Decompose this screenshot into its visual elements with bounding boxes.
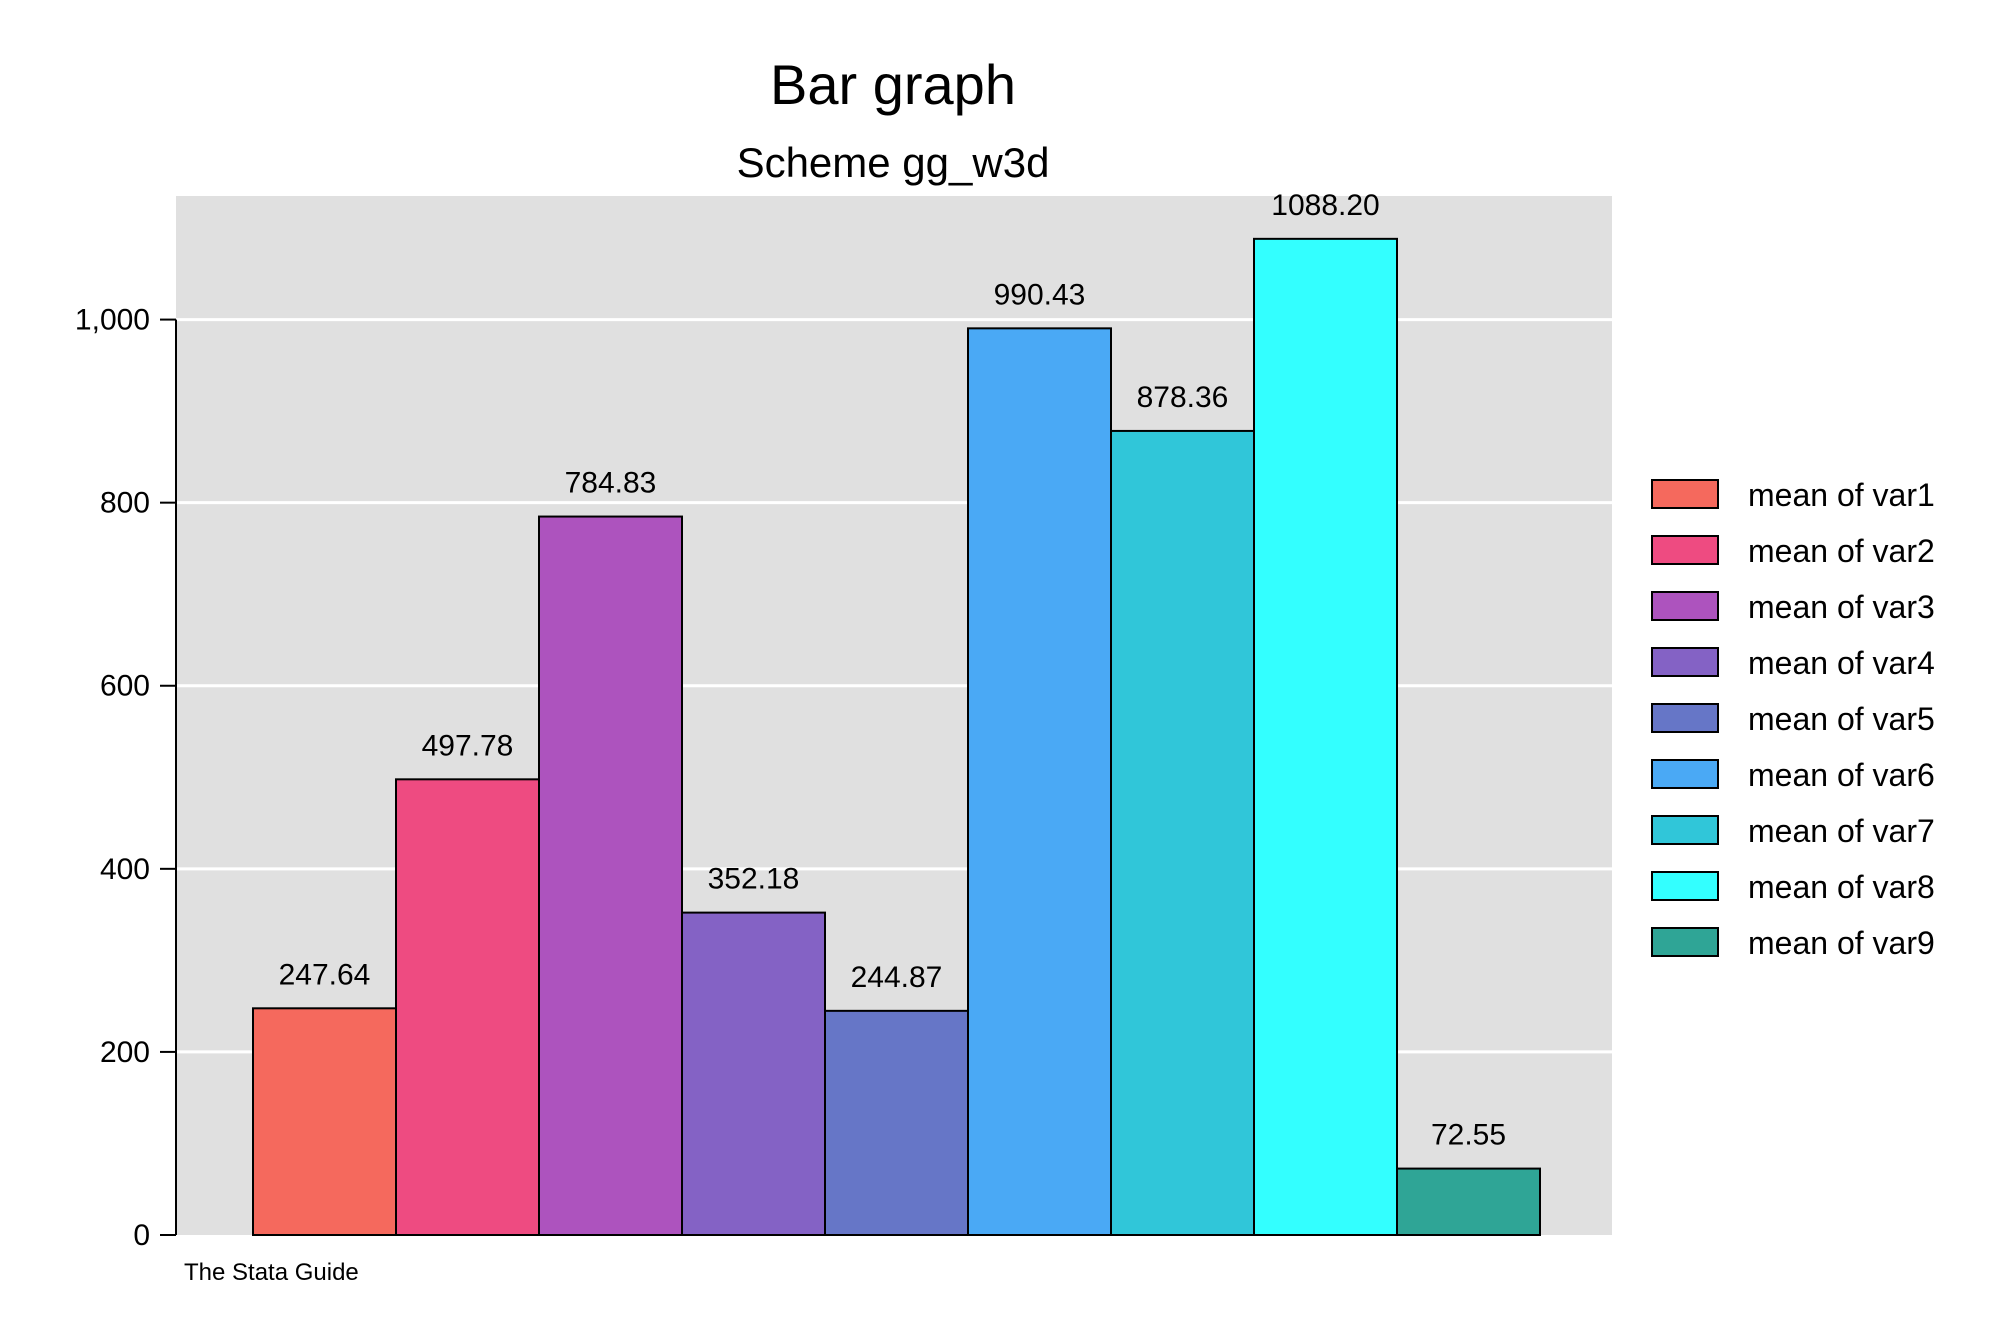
chart-note: The Stata Guide bbox=[184, 1259, 359, 1286]
legend-label: mean of var6 bbox=[1748, 757, 1935, 793]
legend-swatch bbox=[1651, 479, 1719, 509]
bar bbox=[681, 911, 826, 1236]
chart-subtitle: Scheme gg_w3d bbox=[737, 139, 1050, 186]
legend-swatch bbox=[1651, 535, 1719, 565]
legend-swatch bbox=[1651, 815, 1719, 845]
y-tick-label: 0 bbox=[133, 1219, 150, 1252]
data-label: 878.36 bbox=[1137, 381, 1229, 414]
legend-label: mean of var3 bbox=[1748, 589, 1935, 625]
data-label: 990.43 bbox=[994, 278, 1086, 311]
data-labels: 247.64 497.78 784.83 352.18 244.87 990.43 878.… bbox=[279, 189, 1506, 1152]
bar bbox=[538, 515, 683, 1236]
bar bbox=[824, 1009, 969, 1237]
data-label: 784.83 bbox=[565, 467, 657, 500]
bar bbox=[967, 327, 1112, 1236]
y-axis: 0 200 400 600 800 1,000 bbox=[75, 304, 177, 1252]
legend-swatch bbox=[1651, 591, 1719, 621]
legend-label: mean of var9 bbox=[1748, 925, 1935, 961]
legend-label: mean of var1 bbox=[1748, 477, 1935, 513]
bars bbox=[252, 237, 1541, 1237]
y-tick-label: 600 bbox=[100, 670, 150, 703]
legend-label: mean of var2 bbox=[1748, 533, 1935, 569]
legend-label: mean of var7 bbox=[1748, 813, 1935, 849]
legend-label: mean of var5 bbox=[1748, 701, 1935, 737]
y-tick-label: 800 bbox=[100, 487, 150, 520]
bar bbox=[1253, 237, 1398, 1236]
chart-title: Bar graph bbox=[770, 53, 1016, 116]
y-tick-label: 200 bbox=[100, 1036, 150, 1069]
data-label: 497.78 bbox=[422, 729, 514, 762]
bar bbox=[1396, 1167, 1541, 1237]
legend-swatch bbox=[1651, 927, 1719, 957]
data-label: 244.87 bbox=[851, 961, 943, 994]
legend-swatch bbox=[1651, 703, 1719, 733]
bar bbox=[1110, 429, 1255, 1237]
legend-swatch bbox=[1651, 871, 1719, 901]
y-tick-label: 400 bbox=[100, 853, 150, 886]
bar bbox=[252, 1007, 397, 1237]
data-label: 72.55 bbox=[1431, 1119, 1506, 1152]
data-label: 247.64 bbox=[279, 958, 371, 991]
bar bbox=[395, 778, 540, 1237]
legend-label: mean of var8 bbox=[1748, 869, 1935, 905]
legend: mean of var1 mean of var2 mean of var3 mean… bbox=[1651, 477, 1935, 961]
legend-swatch bbox=[1651, 759, 1719, 789]
legend-swatch bbox=[1651, 647, 1719, 677]
data-label: 1088.20 bbox=[1271, 189, 1379, 222]
data-label: 352.18 bbox=[708, 863, 800, 896]
legend-label: mean of var4 bbox=[1748, 645, 1935, 681]
y-tick-label: 1,000 bbox=[75, 304, 150, 337]
